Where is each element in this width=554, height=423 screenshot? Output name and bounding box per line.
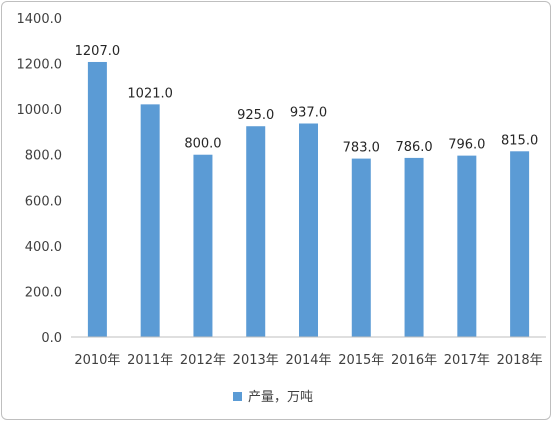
x-axis-ticks: 2010年 2011年 2012年 2013年 2014年 2015年 2016年 2017年… xyxy=(74,353,542,368)
data-label-5: 783.0 xyxy=(343,141,380,156)
data-label-2: 800.0 xyxy=(184,137,221,152)
data-label-1: 1021.0 xyxy=(127,86,173,101)
data-label-0: 1207.0 xyxy=(75,44,121,59)
x-tick-label-8: 2018年 xyxy=(497,353,543,368)
y-tick-label-7: 1400.0 xyxy=(17,12,63,27)
y-axis-ticks: 0.0 200.0 400.0 600.0 800.0 1000.0 1200.0 1400.… xyxy=(17,12,63,346)
x-tick-label-6: 2016年 xyxy=(391,353,437,368)
bar-series xyxy=(87,61,530,338)
data-label-3: 925.0 xyxy=(237,108,274,123)
y-tick-label-5: 1000.0 xyxy=(17,103,63,118)
y-tick-label-1: 200.0 xyxy=(25,285,62,300)
x-tick-label-5: 2015年 xyxy=(338,353,384,368)
data-label-7: 796.0 xyxy=(448,138,485,153)
bar-1 xyxy=(140,104,160,338)
bar-5 xyxy=(351,158,371,337)
bar-4 xyxy=(299,123,318,337)
x-tick-label-4: 2014年 xyxy=(285,353,331,368)
bar-2 xyxy=(193,154,213,337)
data-label-8: 815.0 xyxy=(501,133,538,148)
y-tick-label-0: 0.0 xyxy=(41,331,62,346)
bar-7 xyxy=(457,155,477,337)
data-label-4: 937.0 xyxy=(290,105,327,120)
y-tick-label-2: 400.0 xyxy=(25,240,62,255)
x-tick-label-3: 2013年 xyxy=(233,353,279,368)
bar-8 xyxy=(510,151,530,337)
bar-6 xyxy=(404,157,424,337)
bar-3 xyxy=(246,126,266,337)
legend: 产量，万吨 xyxy=(233,390,313,405)
x-tick-label-0: 2010年 xyxy=(74,353,120,368)
x-tick-label-7: 2017年 xyxy=(444,353,490,368)
data-label-6: 786.0 xyxy=(395,140,432,155)
data-labels: 1207.0 1021.0 800.0 925.0 937.0 783.0 786.0 796… xyxy=(75,44,539,156)
bar-0 xyxy=(87,61,107,337)
x-tick-label-2: 2012年 xyxy=(180,353,226,368)
y-tick-label-4: 800.0 xyxy=(25,149,62,164)
y-tick-label-6: 1200.0 xyxy=(17,58,63,73)
y-tick-label-3: 600.0 xyxy=(25,194,62,209)
legend-swatch xyxy=(233,392,242,401)
x-tick-label-1: 2011年 xyxy=(127,353,173,368)
legend-label: 产量，万吨 xyxy=(248,390,313,405)
